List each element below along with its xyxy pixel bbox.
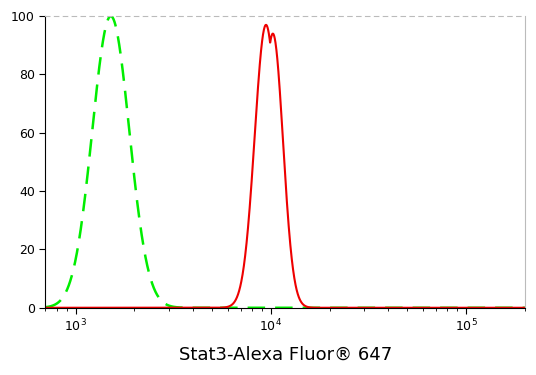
X-axis label: Stat3-Alexa Fluor® 647: Stat3-Alexa Fluor® 647 — [178, 346, 392, 364]
